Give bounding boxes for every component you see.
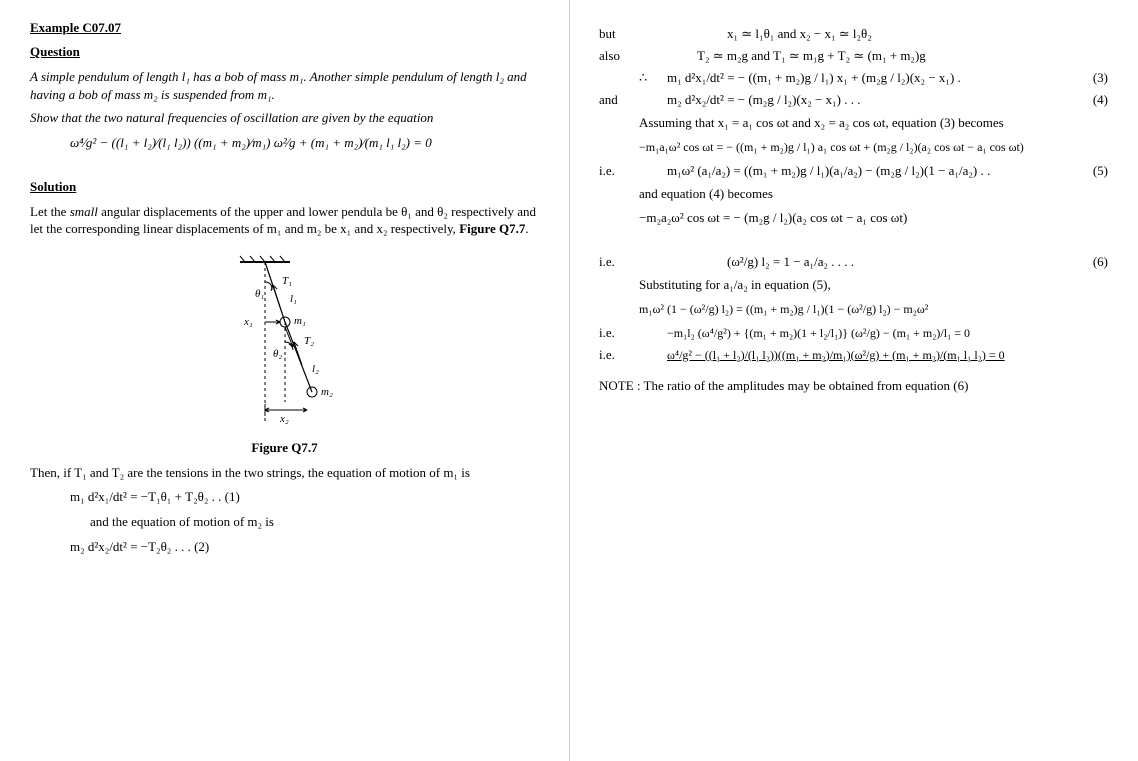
question-heading: Question: [30, 44, 539, 60]
question-para-2: Show that the two natural frequencies of…: [30, 109, 539, 127]
note-label: NOTE :: [599, 378, 641, 393]
eq-4b: −m₂a₂ω² cos ωt = − (m₂g / l₂)(a₂ cos ωt …: [639, 210, 1108, 226]
example-title: Example C07.07: [30, 20, 539, 36]
right-page: but x₁ ≃ l₁θ₁ and x₂ − x₁ ≃ l₂θ₂ also T₂…: [569, 0, 1138, 761]
row-also: also T₂ ≃ m₂g and T₁ ≃ m₁g + T₂ ≃ (m₁ + …: [599, 48, 1108, 64]
eq-3: m₁ d²x₁/dt² = − ((m₁ + m₂)g / l₁) x₁ + (…: [667, 70, 961, 86]
label-therefore: ∴: [639, 70, 659, 86]
label-T2: T₂: [304, 335, 314, 347]
solution-heading: Solution: [30, 179, 539, 195]
eq-3b: −m₁a₁ω² cos ωt = − ((m₁ + m₂)g / l₁) a₁ …: [639, 140, 1108, 155]
row-eq5: i.e. m₁ω² (a₁/a₂) = ((m₁ + m₂)g / l₁)(a₁…: [599, 163, 1108, 179]
and-eq4-para: and equation (4) becomes: [639, 185, 1108, 203]
label-ie2: i.e.: [599, 254, 659, 270]
eq-sub1: m₁ω² (1 − (ω²/g) l₂) = ((m₁ + m₂)g / l₁)…: [639, 302, 1108, 317]
label-ie3: i.e.: [599, 325, 659, 341]
left-page: Example C07.07 Question A simple pendulu…: [0, 0, 569, 761]
sol-p1a: Let the: [30, 204, 70, 219]
eq-final: ω⁴/g² − ((l₁ + l₂)/(l₁ l₂))((m₁ + m₂)/m₁…: [667, 348, 1005, 363]
sol-p1e: .: [525, 221, 528, 236]
label-theta1: θ₁: [255, 288, 264, 300]
subst-para: Substituting for a₁/a₂ in equation (5),: [639, 276, 1108, 294]
and-eq-motion: and the equation of motion of m₂ is: [90, 513, 539, 531]
label-T1: T₁: [282, 275, 292, 287]
label-ie4: i.e.: [599, 347, 659, 363]
eqnum-3: (3): [1073, 70, 1108, 86]
eq-5: m₁ω² (a₁/a₂) = ((m₁ + m₂)g / l₁)(a₁/a₂) …: [667, 163, 990, 179]
label-x1: x₁: [243, 316, 253, 328]
eqnum-6: (6): [1073, 254, 1108, 270]
solution-para-1: Let the small angular displacements of t…: [30, 203, 539, 238]
row-eq3: ∴ m₁ d²x₁/dt² = − ((m₁ + m₂)g / l₁) x₁ +…: [599, 70, 1108, 86]
equation-2: m₂ d²x₂/dt² = −T₂θ₂ . . . (2): [70, 539, 539, 555]
eq-6: (ω²/g) l₂ = 1 − a₁/a₂ . . . .: [727, 254, 854, 270]
figure-caption: Figure Q7.7: [30, 440, 539, 456]
pendulum-diagram: T₁ θ₁ l₁ m₁ x₁ T₂ θ₂ l₂: [200, 252, 370, 432]
sol-p1d: Figure Q7.7: [459, 221, 525, 236]
question-equation: ω⁴⁄g² − ((l₁ + l₂)⁄(l₁ l₂)) ((m₁ + m₂)⁄m…: [70, 135, 539, 151]
label-x2: x₂: [279, 413, 289, 425]
then-para: Then, if T₁ and T₂ are the tensions in t…: [30, 464, 539, 482]
label-but: but: [599, 26, 659, 42]
label-l1: l₁: [290, 293, 297, 305]
eq-also: T₂ ≃ m₂g and T₁ ≃ m₁g + T₂ ≃ (m₁ + m₂)g: [697, 48, 926, 64]
eqnum-5: (5): [1073, 163, 1108, 179]
figure-q77: T₁ θ₁ l₁ m₁ x₁ T₂ θ₂ l₂: [30, 252, 539, 456]
row-final: i.e. ω⁴/g² − ((l₁ + l₂)/(l₁ l₂))((m₁ + m…: [599, 347, 1108, 363]
label-l2: l₂: [312, 363, 319, 375]
eqnum-4: (4): [1073, 92, 1108, 108]
label-and: and: [599, 92, 659, 108]
label-m2: m₂: [321, 386, 333, 398]
eq-4: m₂ d²x₂/dt² = − (m₂g / l₂)(x₂ − x₁) . . …: [667, 92, 860, 108]
label-m1: m₁: [294, 315, 306, 327]
label-theta2: θ₂: [273, 348, 282, 360]
note-text: The ratio of the amplitudes may be obtai…: [641, 378, 969, 393]
row-but: but x₁ ≃ l₁θ₁ and x₂ − x₁ ≃ l₂θ₂: [599, 26, 1108, 42]
eq-sub2: −m₁l₂ (ω⁴/g²) + {(m₁ + m₂)(1 + l₂/l₁)} (…: [667, 326, 970, 341]
note-para: NOTE : The ratio of the amplitudes may b…: [599, 377, 1108, 395]
sol-p1b: small: [70, 204, 98, 219]
label-also: also: [599, 48, 659, 64]
eq-but: x₁ ≃ l₁θ₁ and x₂ − x₁ ≃ l₂θ₂: [727, 26, 872, 42]
label-ie1: i.e.: [599, 163, 659, 179]
row-eq6: i.e. (ω²/g) l₂ = 1 − a₁/a₂ . . . . (6): [599, 254, 1108, 270]
question-para-1: A simple pendulum of length l₁ has a bob…: [30, 68, 539, 103]
row-sub2: i.e. −m₁l₂ (ω⁴/g²) + {(m₁ + m₂)(1 + l₂/l…: [599, 325, 1108, 341]
equation-1: m₁ d²x₁/dt² = −T₁θ₁ + T₂θ₂ . . (1): [70, 489, 539, 505]
assume-para: Assuming that x₁ = a₁ cos ωt and x₂ = a₂…: [639, 114, 1108, 132]
row-eq4: and m₂ d²x₂/dt² = − (m₂g / l₂)(x₂ − x₁) …: [599, 92, 1108, 108]
